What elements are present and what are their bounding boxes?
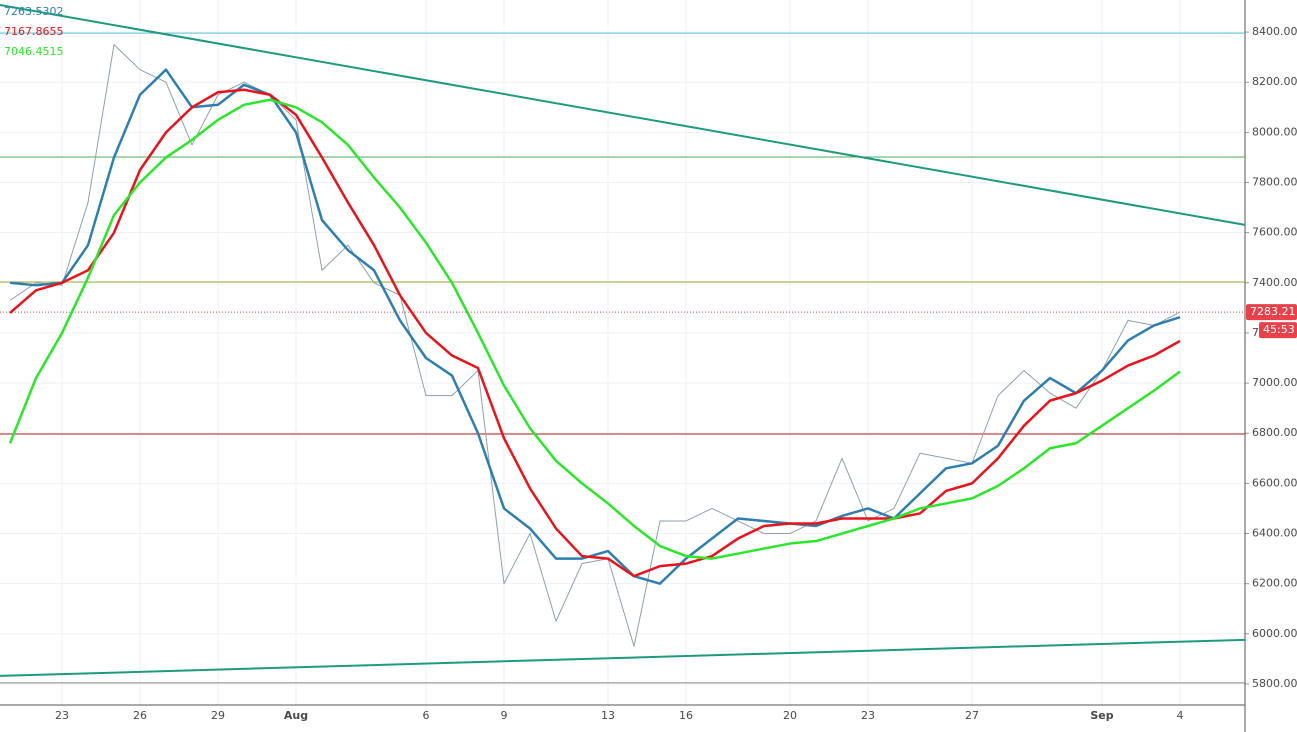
last-price-box [1246, 304, 1297, 321]
x-tick-label: 6 [423, 709, 430, 722]
x-tick-label: Sep [1090, 709, 1113, 722]
y-tick-label: 7800.00 [1252, 176, 1297, 189]
timer-box [1259, 322, 1297, 339]
y-tick-label: 7400.00 [1252, 276, 1297, 289]
timer-label: 45:53 [1263, 323, 1295, 336]
legend-value: 7167.8655 [4, 25, 64, 38]
x-tick-label: 29 [211, 709, 225, 722]
y-tick-label: 8200.00 [1252, 75, 1297, 88]
x-tick-label: 9 [501, 709, 508, 722]
x-tick-label: 16 [679, 709, 693, 722]
x-tick-label: 23 [55, 709, 69, 722]
y-tick-label: 6000.00 [1252, 627, 1297, 640]
y-tick-label: 8400.00 [1252, 25, 1297, 38]
y-tick-label: 6400.00 [1252, 527, 1297, 540]
legend-value: 7263.5302 [4, 5, 64, 18]
x-tick-label: 4 [1177, 709, 1184, 722]
y-tick-label: 6800.00 [1252, 426, 1297, 439]
series-line [9, 44, 1181, 647]
series-line [9, 88, 1181, 578]
y-tick-label: 8000.00 [1252, 125, 1297, 138]
y-tick-label: 6600.00 [1252, 476, 1297, 489]
x-tick-label: 26 [133, 709, 147, 722]
y-tick-label: 7600.00 [1252, 226, 1297, 239]
x-tick-label: 13 [601, 709, 615, 722]
x-tick-label: 27 [965, 709, 979, 722]
x-tick-label: Aug [284, 709, 308, 722]
y-tick-label: 7000.00 [1252, 376, 1297, 389]
series-line [8, 98, 1181, 560]
y-tick-label: 6200.00 [1252, 577, 1297, 590]
y-tick-label: 5800.00 [1252, 677, 1297, 690]
series-line [9, 68, 1181, 585]
last-price-label: 7283.21 [1250, 305, 1296, 318]
x-tick-label: 20 [783, 709, 797, 722]
trendline [0, 638, 1246, 677]
legend-value: 7046.4515 [4, 45, 64, 58]
trendline [0, 4, 1246, 226]
x-tick-label: 23 [861, 709, 875, 722]
